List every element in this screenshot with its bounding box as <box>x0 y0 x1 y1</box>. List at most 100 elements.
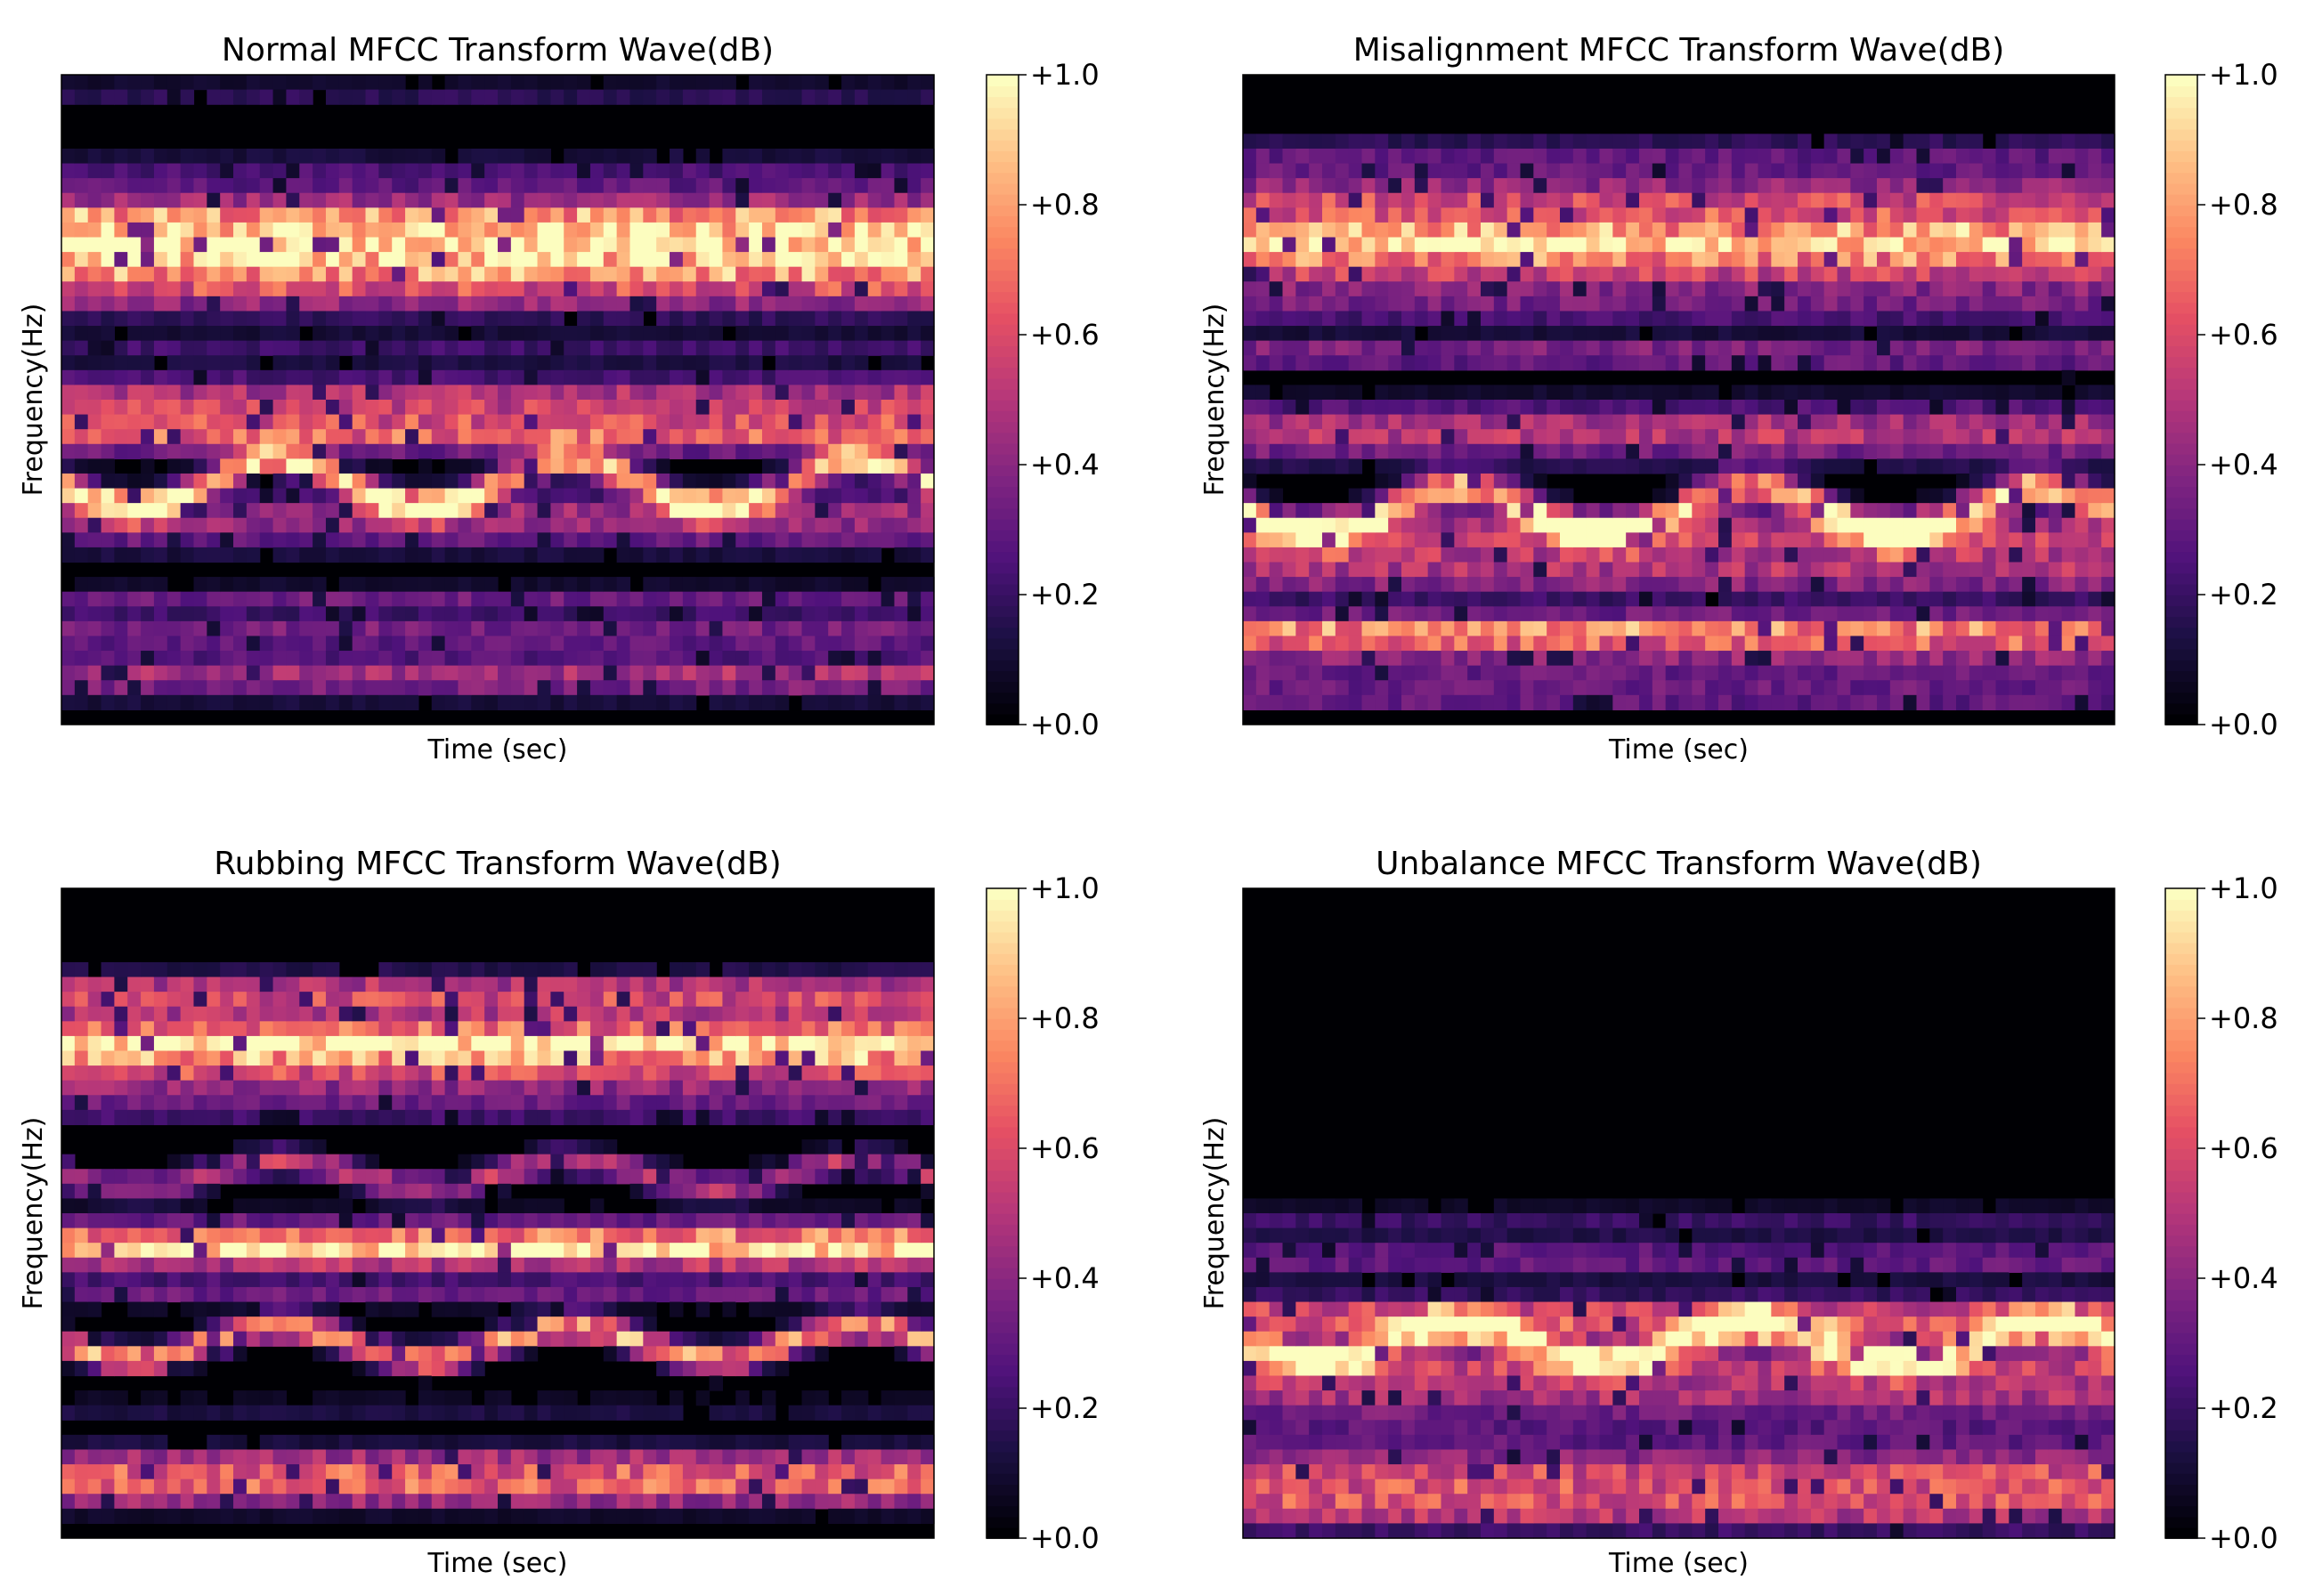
heatmap-cell <box>2061 326 2076 342</box>
heatmap-cell <box>1599 429 1613 445</box>
heatmap-cell <box>74 89 89 105</box>
heatmap-cell <box>1533 429 1547 445</box>
heatmap-cell <box>775 473 790 490</box>
heatmap-cell <box>775 400 790 416</box>
heatmap-cell <box>2035 694 2050 711</box>
heatmap-cell <box>220 340 234 356</box>
heatmap-cell <box>1982 281 1997 297</box>
heatmap-cell <box>101 266 115 282</box>
heatmap-cell <box>921 192 935 208</box>
heatmap-cell <box>1810 207 1825 223</box>
heatmap-cell <box>180 517 195 533</box>
heatmap-cell <box>193 266 207 282</box>
heatmap-cell <box>1572 163 1587 179</box>
heatmap-cell <box>682 577 697 593</box>
heatmap-cell <box>1982 517 1997 533</box>
heatmap-cell <box>1969 606 1984 622</box>
heatmap-cell <box>1969 636 1984 652</box>
heatmap-cell <box>272 636 288 652</box>
heatmap-cell <box>286 458 300 474</box>
heatmap-cell <box>537 577 551 593</box>
heatmap-cell <box>881 636 896 652</box>
heatmap-cell <box>1441 311 1455 327</box>
heatmap-cell <box>788 222 803 239</box>
heatmap-cell <box>1243 562 1257 578</box>
colorbar-segment <box>987 702 1019 715</box>
heatmap-cell <box>2048 591 2063 607</box>
heatmap-cell <box>629 400 644 416</box>
heatmap-cell <box>1454 458 1468 474</box>
heatmap-cell <box>1744 340 1759 356</box>
heatmap-cell <box>1454 429 1468 445</box>
heatmap-cell <box>259 606 274 622</box>
heatmap-cell <box>444 532 459 548</box>
heatmap-cell <box>153 532 168 548</box>
heatmap-cell <box>325 458 340 474</box>
heatmap-cell <box>722 237 736 253</box>
heatmap-cell <box>365 178 379 194</box>
heatmap-cell <box>1414 636 1429 652</box>
heatmap-cell <box>471 414 485 430</box>
heatmap-cell <box>431 340 446 356</box>
heatmap-cell <box>907 281 922 297</box>
heatmap-cell <box>141 458 155 474</box>
heatmap-cell <box>1427 148 1442 165</box>
heatmap-cell <box>1889 591 1904 607</box>
heatmap-cell <box>788 591 803 607</box>
heatmap-cell <box>1533 400 1547 416</box>
heatmap-cell <box>1705 178 1719 194</box>
heatmap-cell <box>127 340 142 356</box>
heatmap-cell <box>1929 148 1944 165</box>
heatmap-cell <box>166 385 182 401</box>
heatmap-cell <box>1322 414 1336 430</box>
heatmap-cell <box>524 163 539 179</box>
heatmap-cell <box>338 400 353 416</box>
heatmap-cell <box>392 591 406 607</box>
heatmap-cell <box>1771 134 1785 150</box>
heatmap-cell <box>629 192 644 208</box>
heatmap-cell <box>1388 252 1402 268</box>
heatmap-cell <box>1335 400 1350 416</box>
heatmap-cell <box>2088 222 2102 239</box>
heatmap-cell <box>537 237 551 253</box>
heatmap-cell <box>101 694 115 711</box>
heatmap-cell <box>2009 591 2023 607</box>
heatmap-cell <box>1348 694 1363 711</box>
heatmap-cell <box>352 473 367 490</box>
heatmap-cell <box>603 89 618 105</box>
heatmap-cell <box>1388 606 1402 622</box>
heatmap-cell <box>1889 207 1904 223</box>
heatmap-cell <box>61 207 76 223</box>
heatmap-cell <box>233 680 248 696</box>
heatmap-cell <box>1982 458 1997 474</box>
heatmap-cell <box>1533 694 1547 711</box>
heatmap-cell <box>1612 237 1627 253</box>
heatmap-cell <box>788 385 803 401</box>
heatmap-cell <box>1982 355 1997 371</box>
heatmap-cell <box>2035 503 2050 519</box>
heatmap-cell <box>616 517 631 533</box>
heatmap-cell <box>1586 591 1601 607</box>
heatmap-cell <box>577 636 591 652</box>
heatmap-cell <box>2075 266 2089 282</box>
heatmap-cell <box>907 636 922 652</box>
heatmap-cell <box>722 400 736 416</box>
heatmap-cell <box>444 636 459 652</box>
heatmap-cell <box>1335 326 1350 342</box>
heatmap-cell <box>722 163 736 179</box>
heatmap-cell <box>207 577 221 593</box>
heatmap-cell <box>1877 311 1891 327</box>
heatmap-cell <box>1295 429 1310 445</box>
heatmap-cell <box>1441 473 1455 490</box>
heatmap-cell <box>577 400 591 416</box>
heatmap-cell <box>1731 443 1746 459</box>
colorbar-segment <box>987 128 1019 141</box>
heatmap-cell <box>1877 134 1891 150</box>
heatmap-cell <box>498 75 512 91</box>
colorbar-segment <box>987 388 1019 401</box>
heatmap-cell <box>1771 192 1785 208</box>
heatmap-cell <box>761 192 776 208</box>
colorbar-segment <box>987 595 1019 606</box>
heatmap-cell <box>1916 547 1930 563</box>
heatmap-cell <box>670 429 684 445</box>
